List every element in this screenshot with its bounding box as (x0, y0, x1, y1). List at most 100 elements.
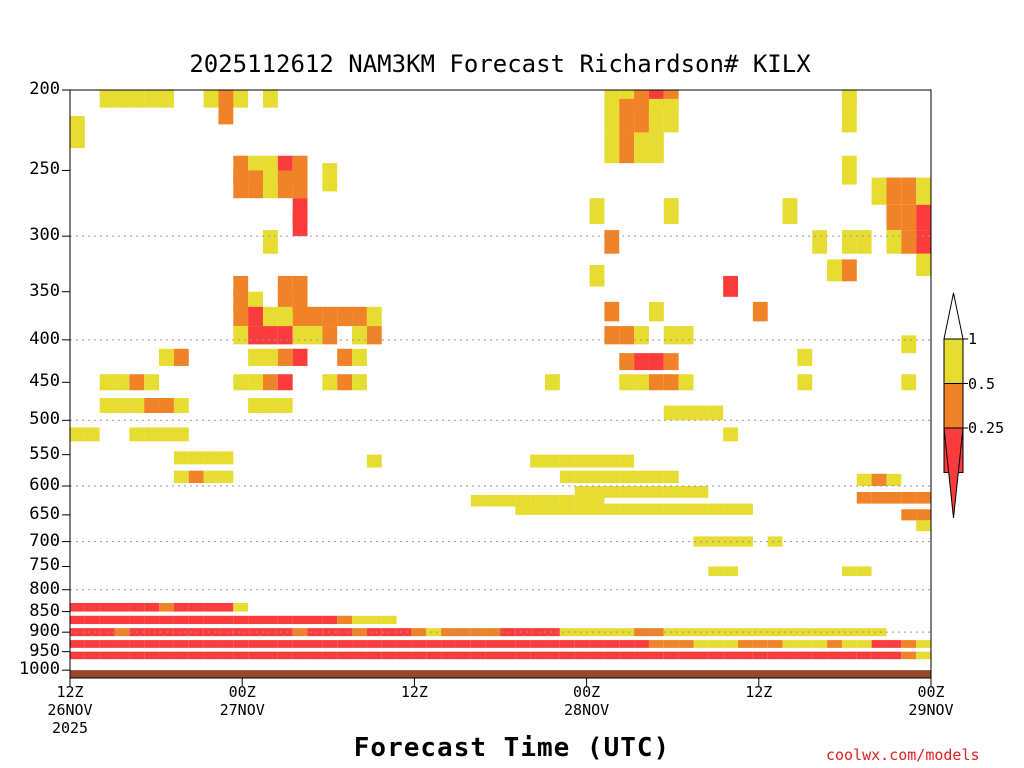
ri-cell (322, 306, 338, 327)
ri-cell (203, 602, 219, 612)
ri-cell (233, 306, 249, 327)
ri-cell (663, 470, 679, 484)
ri-cell (604, 640, 620, 648)
ri-cell (366, 628, 382, 637)
ri-cell (871, 491, 887, 504)
ri-cell (797, 628, 813, 637)
ri-cell (84, 628, 100, 637)
ri-cell (233, 275, 249, 297)
ri-cell (218, 451, 234, 465)
ri-cells-layer (70, 90, 931, 660)
ri-cell (574, 628, 590, 637)
ri-cell (886, 204, 902, 231)
ri-cell (574, 503, 590, 515)
ri-cell (159, 640, 174, 648)
ri-cell (218, 602, 234, 612)
ri-cell (262, 306, 278, 327)
ri-cell (159, 397, 174, 414)
ri-cell (218, 640, 234, 648)
ri-cell (663, 98, 679, 133)
ri-cell (114, 397, 130, 414)
ri-cell (841, 259, 857, 282)
credit-text: coolwx.com/models (826, 746, 980, 764)
ri-cell (634, 353, 649, 371)
ri-cell (619, 640, 635, 648)
ri-cell (619, 470, 635, 484)
ri-cell (782, 198, 798, 224)
ri-cell (277, 640, 293, 648)
ri-cell (144, 602, 160, 612)
ri-cell (619, 454, 635, 468)
ri-cell (530, 628, 546, 637)
ri-cell (322, 651, 338, 660)
ri-cell (322, 163, 338, 192)
ri-cell (84, 640, 100, 648)
ri-cell (693, 651, 709, 660)
ri-cell (173, 427, 189, 442)
ri-cell (396, 628, 412, 637)
ri-cell (678, 628, 694, 637)
ri-cell (856, 473, 872, 487)
ri-cell (277, 170, 293, 199)
ri-cell (589, 198, 605, 224)
ri-cell (173, 628, 189, 637)
ri-cell (203, 615, 219, 625)
ri-cell (485, 628, 501, 637)
ri-cell (619, 651, 635, 660)
ri-cell (678, 640, 694, 648)
x-tick-label: 28NOV (564, 701, 610, 719)
ri-cell (173, 651, 189, 660)
ri-cell (901, 640, 917, 648)
ri-cell (619, 486, 635, 498)
ri-cell (782, 628, 798, 637)
y-tick-label: 850 (29, 600, 60, 621)
ri-cell (530, 494, 546, 507)
ri-cell (99, 602, 115, 612)
ri-cell (678, 326, 694, 345)
ri-cell (648, 98, 664, 133)
ri-cell (381, 640, 397, 648)
ri-cell (738, 503, 753, 515)
ri-cell (574, 470, 590, 484)
ri-cell (723, 275, 739, 297)
ri-cell (114, 90, 130, 108)
ri-cell (84, 602, 100, 612)
ri-cell (203, 640, 219, 648)
ri-cell (129, 90, 145, 108)
ri-cell (366, 615, 382, 625)
ri-cell (797, 348, 813, 366)
ri-cell (277, 306, 293, 327)
ri-cell (841, 640, 857, 648)
ri-cell (723, 503, 739, 515)
ri-cell (708, 628, 724, 637)
ri-cell (589, 454, 605, 468)
ri-cell (693, 640, 709, 648)
ri-cell (307, 640, 323, 648)
ri-cell (856, 651, 872, 660)
ri-cell (70, 640, 85, 648)
ri-cell (648, 353, 664, 371)
ri-cell (708, 405, 724, 421)
ri-cell (114, 651, 130, 660)
x-tick-label: 00Z (573, 683, 601, 701)
ri-cell (574, 640, 590, 648)
ri-cell (589, 265, 605, 287)
ri-cell (381, 651, 397, 660)
y-tick-label: 700 (29, 530, 60, 551)
ri-cell (752, 301, 768, 322)
ri-cell (173, 640, 189, 648)
ri-cell (352, 615, 367, 625)
y-tick-label: 550 (29, 443, 60, 464)
ri-cell (337, 651, 353, 660)
chart-title: 2025112612 NAM3KM Forecast Richardson# K… (189, 50, 811, 78)
ri-cell (871, 651, 887, 660)
ri-cell (366, 306, 382, 327)
ri-cell (841, 155, 857, 185)
ri-cell (648, 470, 664, 484)
y-tick-label: 300 (29, 225, 60, 246)
ri-cell (218, 90, 234, 125)
ri-cell (723, 640, 739, 648)
ri-cell (559, 503, 575, 515)
ri-cell (767, 536, 783, 547)
